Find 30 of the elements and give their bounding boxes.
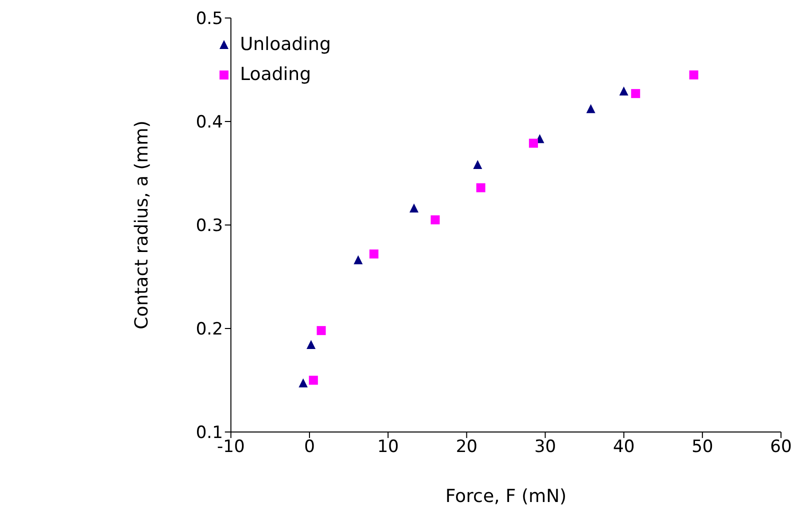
point — [306, 340, 316, 350]
point — [689, 70, 698, 80]
point — [528, 138, 538, 148]
y-tick-label: 0.5 — [196, 9, 223, 30]
x-tick-label: 0 — [304, 437, 315, 458]
y-tick-label: 0.4 — [196, 112, 223, 133]
y-tick-label: 0.2 — [196, 320, 223, 340]
x-tick-label: 50 — [692, 437, 714, 458]
point — [473, 160, 482, 169]
x-tick-label: 30 — [534, 437, 556, 458]
x-axis-title: Force, F (mN) — [445, 486, 567, 507]
point — [619, 86, 628, 96]
legend-label: Unloading — [240, 33, 331, 57]
legend-label: Loading — [240, 63, 312, 87]
point — [430, 215, 440, 224]
point — [631, 89, 640, 98]
x-tick-label: 20 — [456, 437, 478, 458]
point — [354, 255, 363, 264]
point — [586, 104, 596, 114]
y-tick-label: 0.3 — [196, 216, 223, 236]
x-tick-label: 10 — [377, 437, 399, 458]
point — [476, 183, 486, 192]
point — [308, 376, 318, 385]
point — [369, 249, 378, 258]
x-tick-label: 40 — [613, 437, 635, 458]
point — [298, 378, 308, 388]
x-tick-label: 60 — [770, 437, 792, 458]
point — [410, 203, 418, 212]
y-axis-title: Contact radius, a (mm) — [131, 120, 152, 330]
point — [316, 326, 326, 336]
